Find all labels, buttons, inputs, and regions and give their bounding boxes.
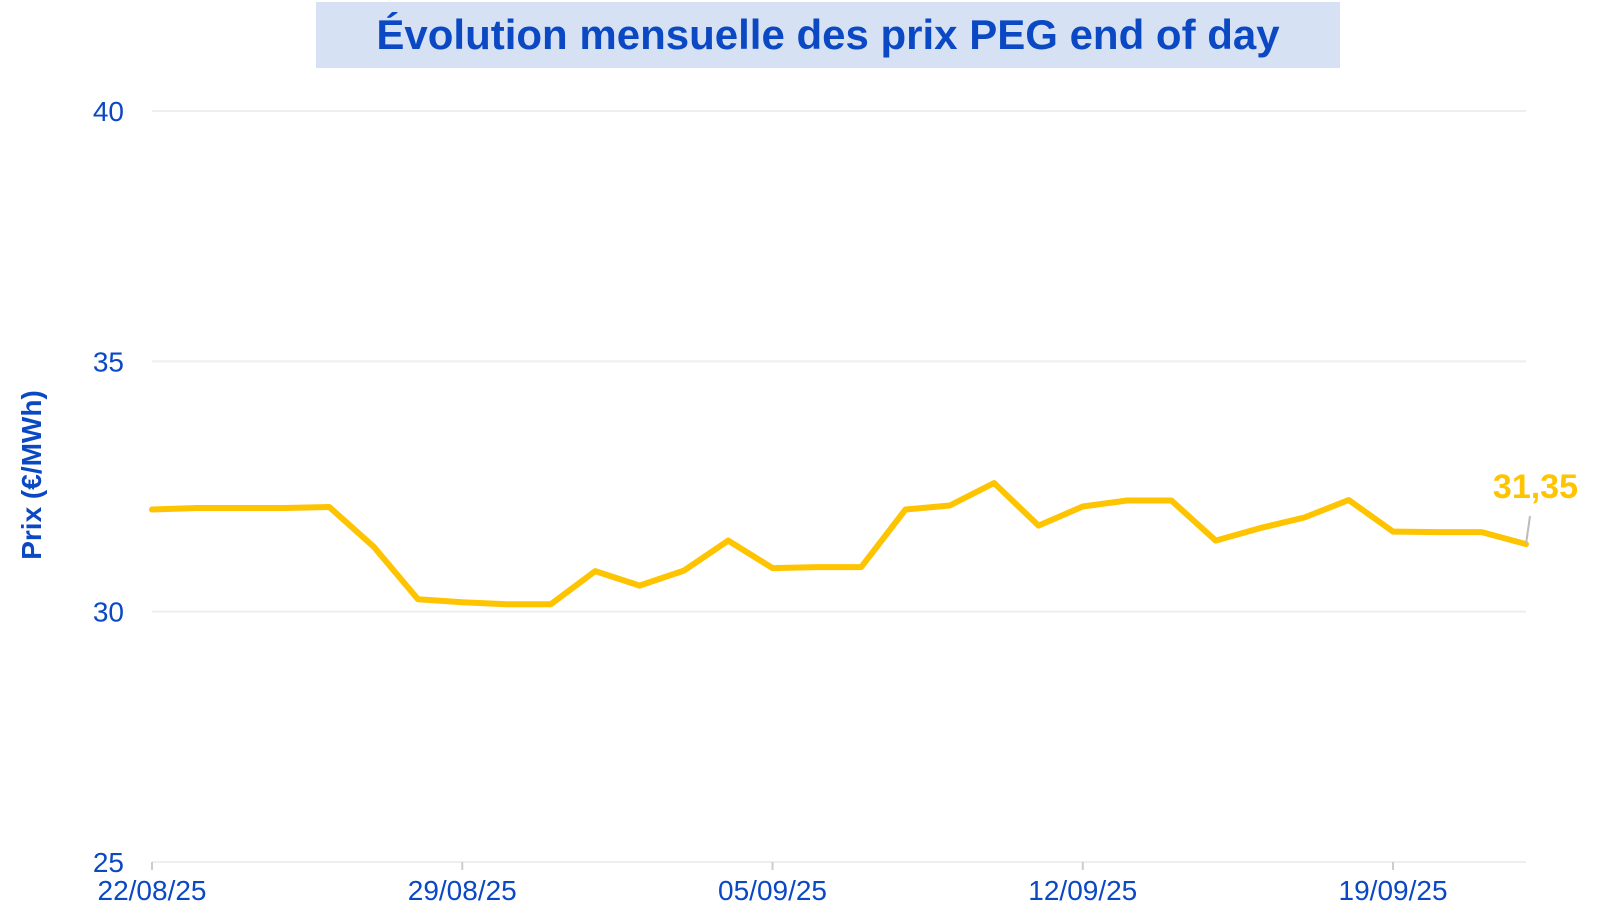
y-axis-label: Prix (€/MWh) (16, 390, 47, 560)
x-tick-label: 29/08/25 (408, 875, 517, 906)
x-tick-label: 22/08/25 (98, 875, 207, 906)
series-line (149, 480, 1529, 608)
x-tick-label: 05/09/25 (718, 875, 827, 906)
x-tick-label: 12/09/25 (1028, 875, 1137, 906)
last-value-label: 31,35 (1493, 468, 1578, 506)
y-tick-label: 40 (93, 96, 124, 127)
y-tick-label: 25 (93, 847, 124, 878)
chart-title: Évolution mensuelle des prix PEG end of … (376, 11, 1280, 58)
gridlines (152, 110, 1526, 613)
y-tick-label: 35 (93, 346, 124, 377)
label-leader-line (1525, 515, 1531, 545)
y-axis-ticks: 25 30 35 40 (93, 96, 124, 878)
y-tick-label: 30 (93, 597, 124, 628)
x-axis: 22/08/25 29/08/25 05/09/25 12/09/25 19/09/25 (98, 861, 1526, 906)
chart-title-box: Évolution mensuelle des prix PEG end of … (316, 2, 1340, 68)
annotations: 31,35 (1493, 468, 1578, 545)
series-group (149, 480, 1529, 608)
x-tick-label: 19/09/25 (1339, 875, 1448, 906)
